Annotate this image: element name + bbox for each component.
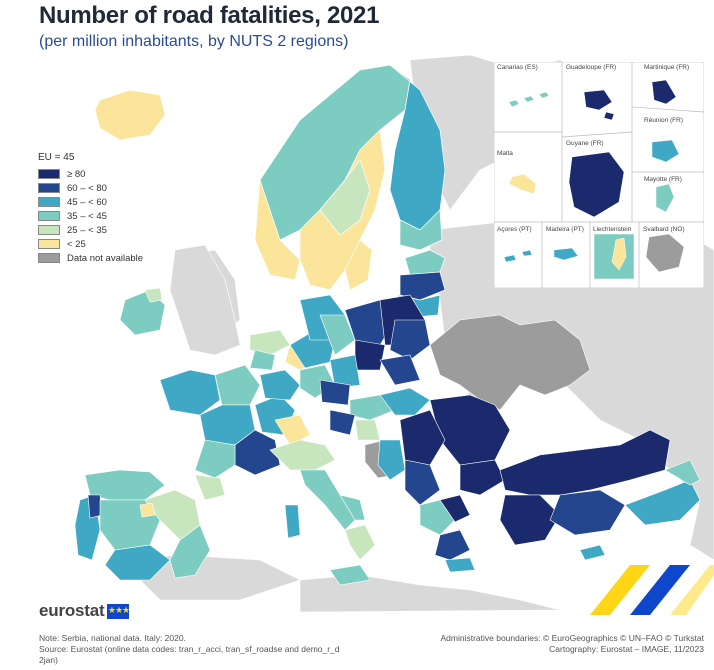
central-regions	[299, 294, 431, 441]
legend-swatch	[38, 211, 60, 221]
note-line: Note: Serbia, national data. Italy: 2020…	[39, 633, 186, 643]
legend-item: 60 – < 80	[38, 181, 143, 195]
legend-label: Data not available	[67, 252, 144, 264]
legend-label: ≥ 80	[67, 168, 86, 180]
inset-maps: Canarias (ES) Guadeloupe (FR) Martinique…	[493, 61, 705, 289]
inset-label-svalbard: Svalbard (NO)	[643, 226, 685, 233]
legend-swatch	[38, 239, 60, 249]
credits: Administrative boundaries: © EuroGeograp…	[440, 633, 704, 655]
inset-label-liechtenstein: Liechtenstein	[593, 226, 632, 233]
italy-regions	[269, 439, 376, 586]
legend-item: Data not available	[38, 251, 143, 265]
southeast-regions	[377, 394, 511, 573]
logo-text: eurostat	[39, 601, 105, 620]
map-svg	[74, 55, 714, 613]
credits-boundaries: Administrative boundaries: © EuroGeograp…	[440, 633, 704, 643]
iberia-regions	[74, 469, 226, 581]
turkey-regions	[499, 429, 701, 561]
uk-ireland	[119, 244, 241, 356]
inset-label-guadeloupe: Guadeloupe (FR)	[566, 64, 617, 71]
legend-swatch	[38, 225, 60, 235]
eurostat-stripes	[590, 565, 714, 615]
source-line-cont: 2jan)	[39, 655, 58, 665]
inset-label-guyane: Guyane (FR)	[566, 140, 604, 147]
legend-swatch	[38, 169, 60, 179]
inset-label-reunion: Réunion (FR)	[644, 117, 684, 124]
legend-item: ≥ 80	[38, 167, 143, 181]
nordic-regions	[254, 64, 446, 291]
iceland	[94, 89, 166, 141]
legend-label: 25 – < 35	[67, 224, 107, 236]
legend-eu-value: EU = 45	[38, 152, 75, 163]
map-subtitle: (per million inhabitants, by NUTS 2 regi…	[39, 33, 349, 50]
inset-label-canarias: Canarias (ES)	[497, 64, 538, 71]
credits-cartography: Cartography: Eurostat – IMAGE, 11/2023	[549, 644, 704, 654]
map-legend: EU = 45 ≥ 80 60 – < 80 45 – < 60 35 – < …	[38, 152, 143, 265]
eu-flag-icon: ★★★	[107, 603, 130, 619]
inset-label-malta: Malta	[497, 150, 513, 157]
legend-swatch	[38, 197, 60, 207]
legend-item: 35 – < 45	[38, 209, 143, 223]
legend-label: 35 – < 45	[67, 210, 107, 222]
legend-swatch	[38, 253, 60, 263]
inset-label-acores: Açores (PT)	[497, 226, 532, 233]
notes: Note: Serbia, national data. Italy: 2020…	[39, 633, 379, 666]
europe-map	[0, 55, 714, 615]
legend-label: < 25	[67, 238, 86, 250]
inset-label-madeira: Madeira (PT)	[546, 226, 584, 233]
legend-swatch	[38, 183, 60, 193]
western-regions	[159, 329, 336, 479]
legend-label: 60 – < 80	[67, 182, 107, 194]
legend-item: < 25	[38, 237, 143, 251]
legend-item: 25 – < 35	[38, 223, 143, 237]
eurostat-logo: eurostat ★★★	[39, 601, 130, 621]
legend-label: 45 – < 60	[67, 196, 107, 208]
map-title: Number of road fatalities, 2021	[39, 2, 380, 29]
legend-item: 45 – < 60	[38, 195, 143, 209]
inset-label-mayotte: Mayotte (FR)	[644, 176, 682, 183]
inset-label-martinique: Martinique (FR)	[644, 64, 690, 71]
insets-svg	[493, 61, 705, 289]
source-line: Source: Eurostat (online data codes: tra…	[39, 644, 340, 654]
